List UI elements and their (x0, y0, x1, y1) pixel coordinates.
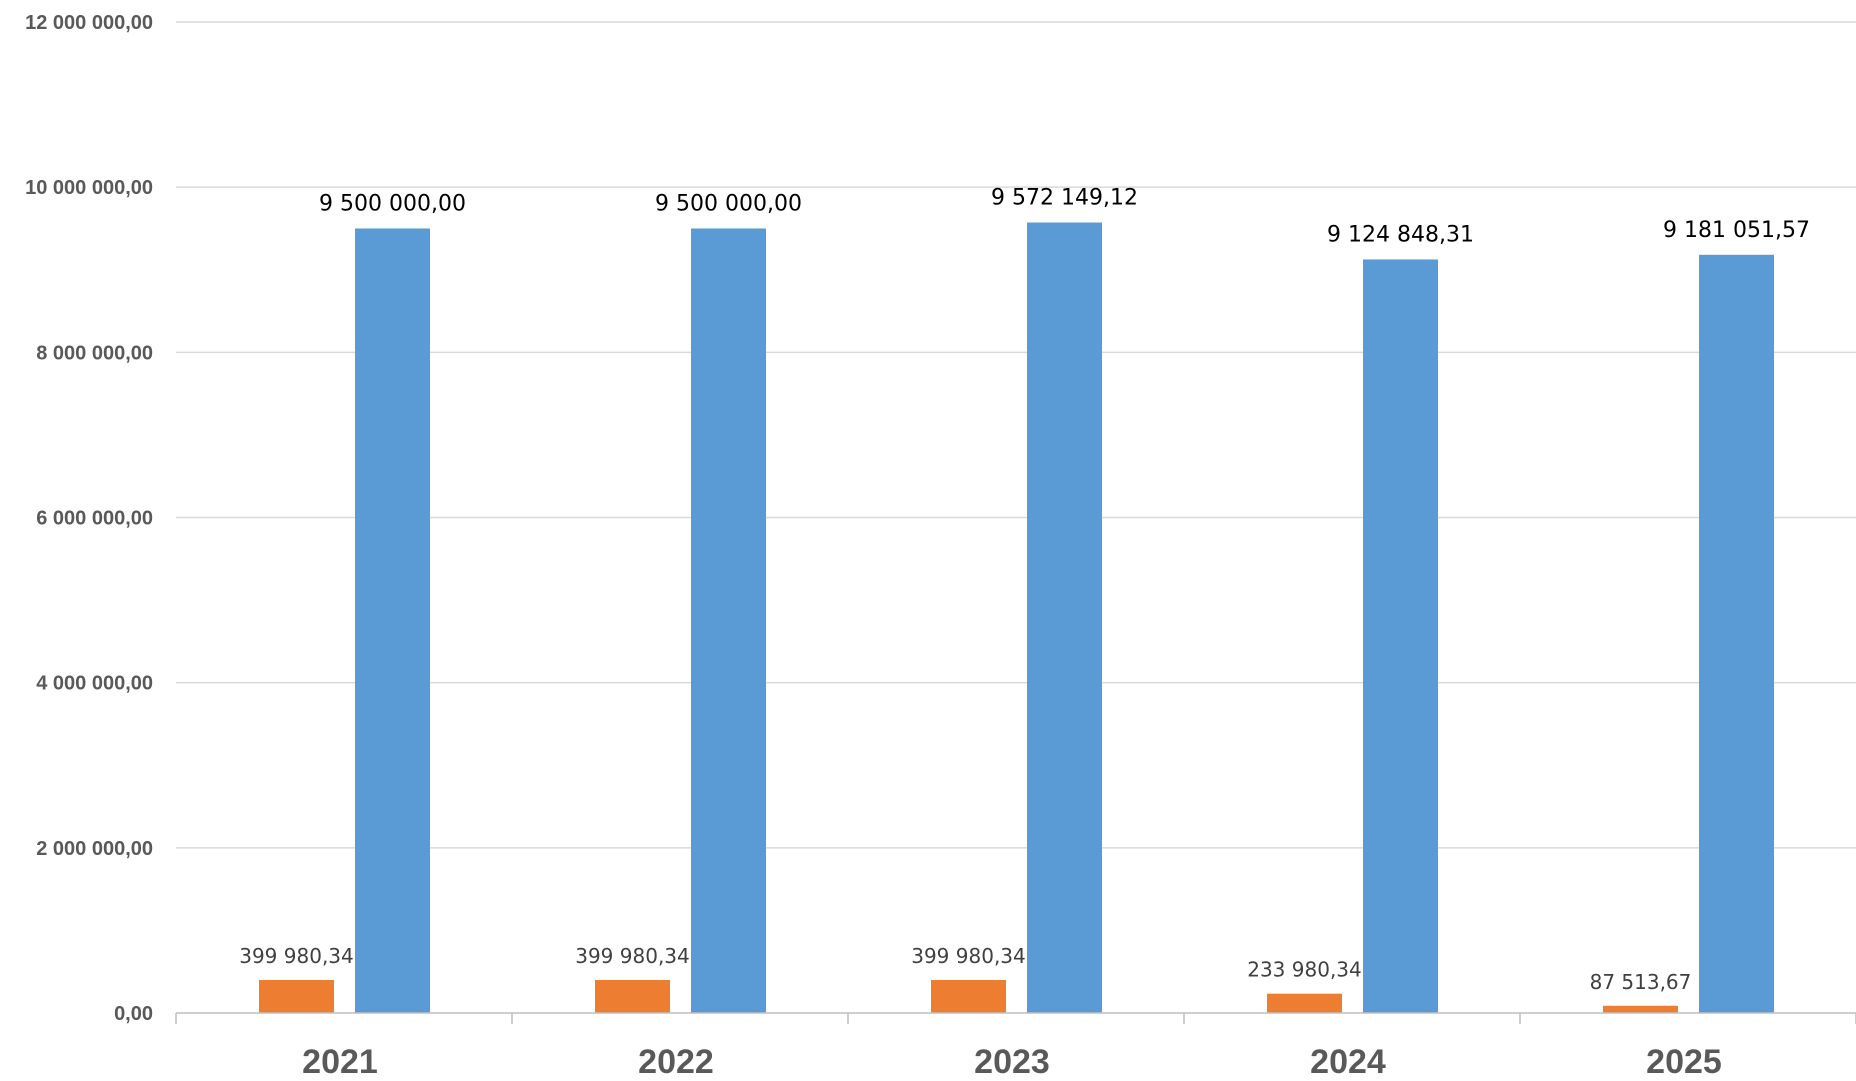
bar-orange (1603, 1005, 1678, 1013)
data-label: 399 980,34 (911, 944, 1026, 968)
bar-blue (691, 228, 766, 1014)
data-labels: 399 980,34 399 980,34 399 980,34 233 980,34… (239, 186, 1810, 994)
data-label: 87 513,67 (1590, 970, 1692, 994)
x-tick-label: 2022 (638, 1043, 714, 1081)
data-label: 399 980,34 (239, 944, 354, 968)
bar-orange (1267, 993, 1342, 1013)
bar-orange (931, 979, 1006, 1013)
x-tick-label: 2025 (1646, 1043, 1722, 1081)
y-tick-label: 10 000 000,00 (25, 177, 153, 199)
bar-blue (355, 228, 430, 1014)
y-tick-label: 4 000 000,00 (36, 673, 153, 695)
y-tick-label: 8 000 000,00 (36, 342, 153, 364)
bars (259, 222, 1774, 1014)
x-tick-label: 2023 (974, 1043, 1050, 1081)
y-tick-label: 12 000 000,00 (25, 12, 153, 34)
data-label: 9 181 051,57 (1663, 218, 1810, 243)
data-label: 9 572 149,12 (991, 186, 1138, 211)
bar-orange (595, 979, 670, 1013)
data-label: 9 500 000,00 (655, 191, 802, 216)
y-tick-label: 0,00 (114, 1003, 153, 1025)
data-label: 9 124 848,31 (1327, 222, 1474, 247)
y-axis-tick-labels: 0,00 2 000 000,00 4 000 000,00 6 000 000,00… (25, 12, 153, 1025)
x-tick-label: 2021 (302, 1043, 378, 1081)
bar-blue (1363, 259, 1438, 1014)
bar-orange (259, 979, 334, 1013)
x-tick-label: 2024 (1310, 1043, 1386, 1081)
data-label: 9 500 000,00 (319, 191, 466, 216)
data-label: 233 980,34 (1247, 958, 1362, 982)
y-tick-label: 6 000 000,00 (36, 508, 153, 530)
bar-blue (1027, 222, 1102, 1014)
bar-blue (1699, 254, 1774, 1013)
x-axis: 2021 2022 2023 2024 2025 (175, 1012, 1856, 1081)
data-label: 399 980,34 (575, 944, 690, 968)
gridlines (176, 21, 1856, 849)
y-tick-label: 2 000 000,00 (36, 838, 153, 860)
